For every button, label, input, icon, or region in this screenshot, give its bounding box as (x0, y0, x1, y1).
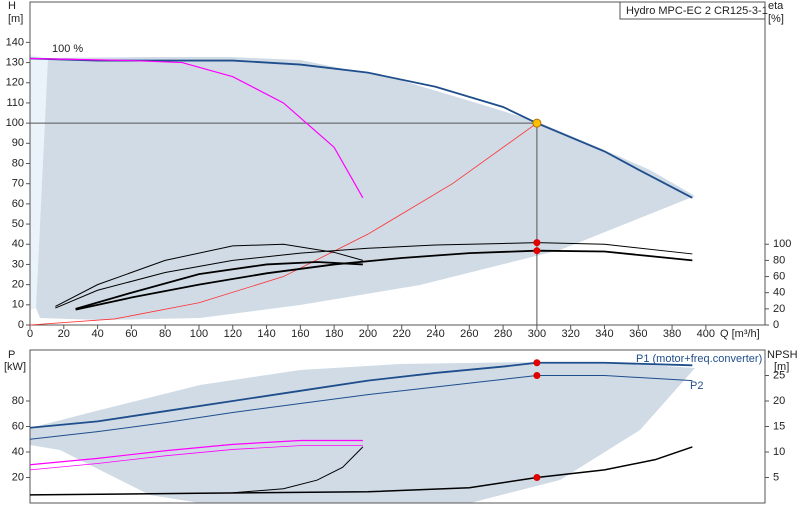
y-tick-label: 80 (12, 157, 24, 169)
duty-marker (533, 474, 541, 481)
y-label: H (8, 0, 16, 12)
series-label: P1 (motor+freq.converter) (636, 353, 762, 365)
x-tick-label: 340 (595, 328, 613, 340)
y2-tick-label: 20 (773, 395, 785, 407)
x-label: Q [m³/h] (720, 328, 760, 340)
y2-tick-label: 100 (773, 238, 791, 250)
curve (29, 445, 363, 471)
y2-tick-label: 5 (773, 471, 779, 483)
curve (75, 249, 693, 311)
range-band (30, 55, 48, 310)
annotation: 100 % (52, 43, 83, 55)
y2-label: eta (768, 0, 784, 12)
x-tick-label: 380 (663, 328, 681, 340)
x-tick-label: 300 (528, 328, 546, 340)
y2-tick-label: 10 (773, 446, 785, 458)
duty-point (532, 118, 542, 128)
y-tick-label: 140 (6, 36, 24, 48)
curve (29, 57, 693, 199)
duty-marker (533, 247, 541, 255)
x-tick-label: 180 (325, 328, 343, 340)
y-tick-label: 120 (6, 77, 24, 89)
curve (232, 446, 364, 494)
title-box (619, 1, 766, 20)
operating-range (30, 362, 695, 503)
y2-tick-label: 60 (773, 270, 785, 282)
x-tick-label: 0 (27, 328, 33, 340)
y-tick-label: 130 (6, 56, 24, 68)
series-label: P2 (690, 380, 703, 392)
y-unit: [kW] (4, 361, 26, 373)
y-unit: [m] (8, 13, 23, 25)
y-tick-label: 20 (12, 471, 24, 483)
x-tick-label: 220 (393, 328, 411, 340)
y2-label: NPSH (767, 349, 798, 361)
y-tick-label: 60 (12, 420, 24, 432)
curve (29, 122, 538, 326)
x-tick-label: 240 (426, 328, 444, 340)
y-tick-label: 40 (12, 238, 24, 250)
y2-unit: [m] (774, 361, 789, 373)
curve (29, 361, 693, 429)
curve (55, 242, 693, 309)
y-tick-label: 60 (12, 198, 24, 210)
x-tick-label: 80 (159, 328, 171, 340)
duty-marker (533, 372, 541, 379)
y-tick-label: 20 (12, 279, 24, 291)
curve (29, 446, 693, 496)
x-tick-label: 280 (494, 328, 512, 340)
x-tick-label: 140 (257, 328, 275, 340)
y2-tick-label: 15 (773, 420, 785, 432)
curve (29, 375, 693, 440)
x-tick-label: 40 (91, 328, 103, 340)
x-tick-label: 160 (291, 328, 309, 340)
duty-marker (533, 239, 541, 247)
x-tick-label: 320 (562, 328, 580, 340)
y-tick-label: 70 (12, 178, 24, 190)
y-tick-label: 10 (12, 299, 24, 311)
x-tick-label: 400 (697, 328, 715, 340)
curve (29, 57, 364, 199)
chart-title: Hydro MPC-EC 2 CR125-3-1 (626, 5, 768, 17)
y-tick-label: 50 (12, 218, 24, 230)
y2-tick-label: 20 (773, 303, 785, 315)
curve (75, 261, 363, 310)
y-tick-label: 0 (18, 319, 24, 331)
curve (29, 439, 363, 466)
y-tick-label: 100 (6, 117, 24, 129)
x-tick-label: 260 (460, 328, 478, 340)
y-tick-label: 90 (12, 137, 24, 149)
duty-marker (533, 359, 541, 367)
y2-tick-label: 40 (773, 287, 785, 299)
x-tick-label: 200 (359, 328, 377, 340)
y2-unit: [%] (768, 13, 784, 25)
x-tick-label: 120 (224, 328, 242, 340)
x-tick-label: 60 (125, 328, 137, 340)
curve (55, 243, 363, 307)
y-tick-label: 110 (6, 97, 24, 109)
x-tick-label: 360 (629, 328, 647, 340)
y2-tick-label: 80 (773, 254, 785, 266)
y-tick-label: 30 (12, 258, 24, 270)
y-tick-label: 80 (12, 395, 24, 407)
y2-tick-label: 0 (773, 319, 779, 331)
y-label: P (8, 349, 15, 361)
x-tick-label: 20 (58, 328, 70, 340)
x-tick-label: 100 (190, 328, 208, 340)
y-tick-label: 40 (12, 446, 24, 458)
y2-tick-label: 25 (773, 369, 785, 381)
